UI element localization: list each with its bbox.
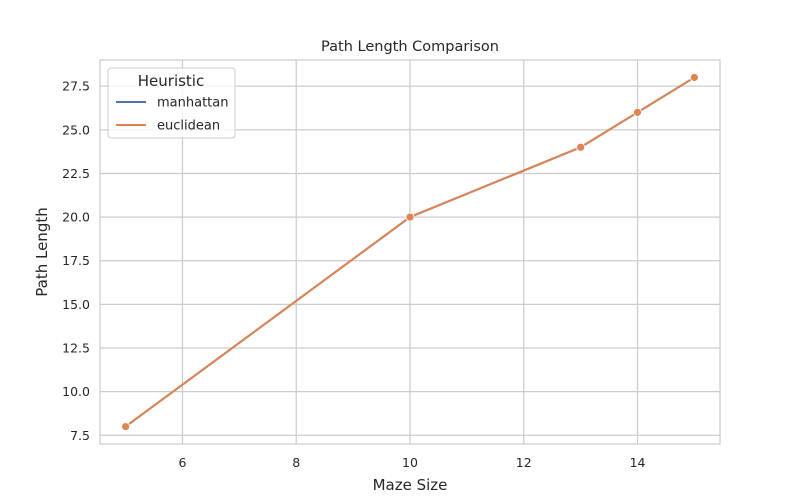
- data-point-euclidean: [576, 142, 586, 152]
- x-tick-label: 8: [292, 455, 300, 470]
- y-tick-label: 15.0: [62, 297, 90, 312]
- x-tick-labels: 6 8 10 12 14: [179, 455, 646, 470]
- y-tick-label: 7.5: [70, 428, 90, 443]
- y-tick-label: 12.5: [62, 341, 90, 356]
- series-euclidean: [121, 73, 699, 431]
- y-tick-label: 10.0: [62, 384, 90, 399]
- y-tick-label: 17.5: [62, 253, 90, 268]
- y-axis-label: Path Length: [33, 207, 51, 296]
- data-point-euclidean: [633, 107, 642, 117]
- x-tick-label: 10: [402, 455, 418, 470]
- x-tick-label: 6: [179, 455, 187, 470]
- legend-label-manhattan: manhattan: [157, 96, 228, 111]
- y-tick-label: 27.5: [62, 79, 90, 94]
- legend: Heuristic manhattan euclidean: [107, 67, 236, 139]
- x-tick-label: 12: [516, 455, 532, 470]
- y-tick-labels: 7.5 10.0 12.5 15.0 17.5 20.0 22.5 25.0 27.5: [62, 79, 90, 443]
- series-layer: [121, 73, 699, 431]
- y-tick-label: 22.5: [62, 166, 90, 181]
- legend-label-euclidean: euclidean: [157, 119, 220, 134]
- y-tick-label: 25.0: [62, 122, 90, 137]
- data-point-euclidean: [690, 73, 699, 82]
- data-point-euclidean: [121, 422, 130, 431]
- y-tick-label: 20.0: [62, 210, 90, 225]
- legend-title: Heuristic: [138, 72, 204, 90]
- data-point-euclidean: [405, 212, 415, 222]
- legend-box: [107, 67, 236, 139]
- x-axis-label: Maze Size: [373, 476, 448, 494]
- x-tick-label: 14: [630, 455, 646, 470]
- chart-title: Path Length Comparison: [321, 39, 499, 55]
